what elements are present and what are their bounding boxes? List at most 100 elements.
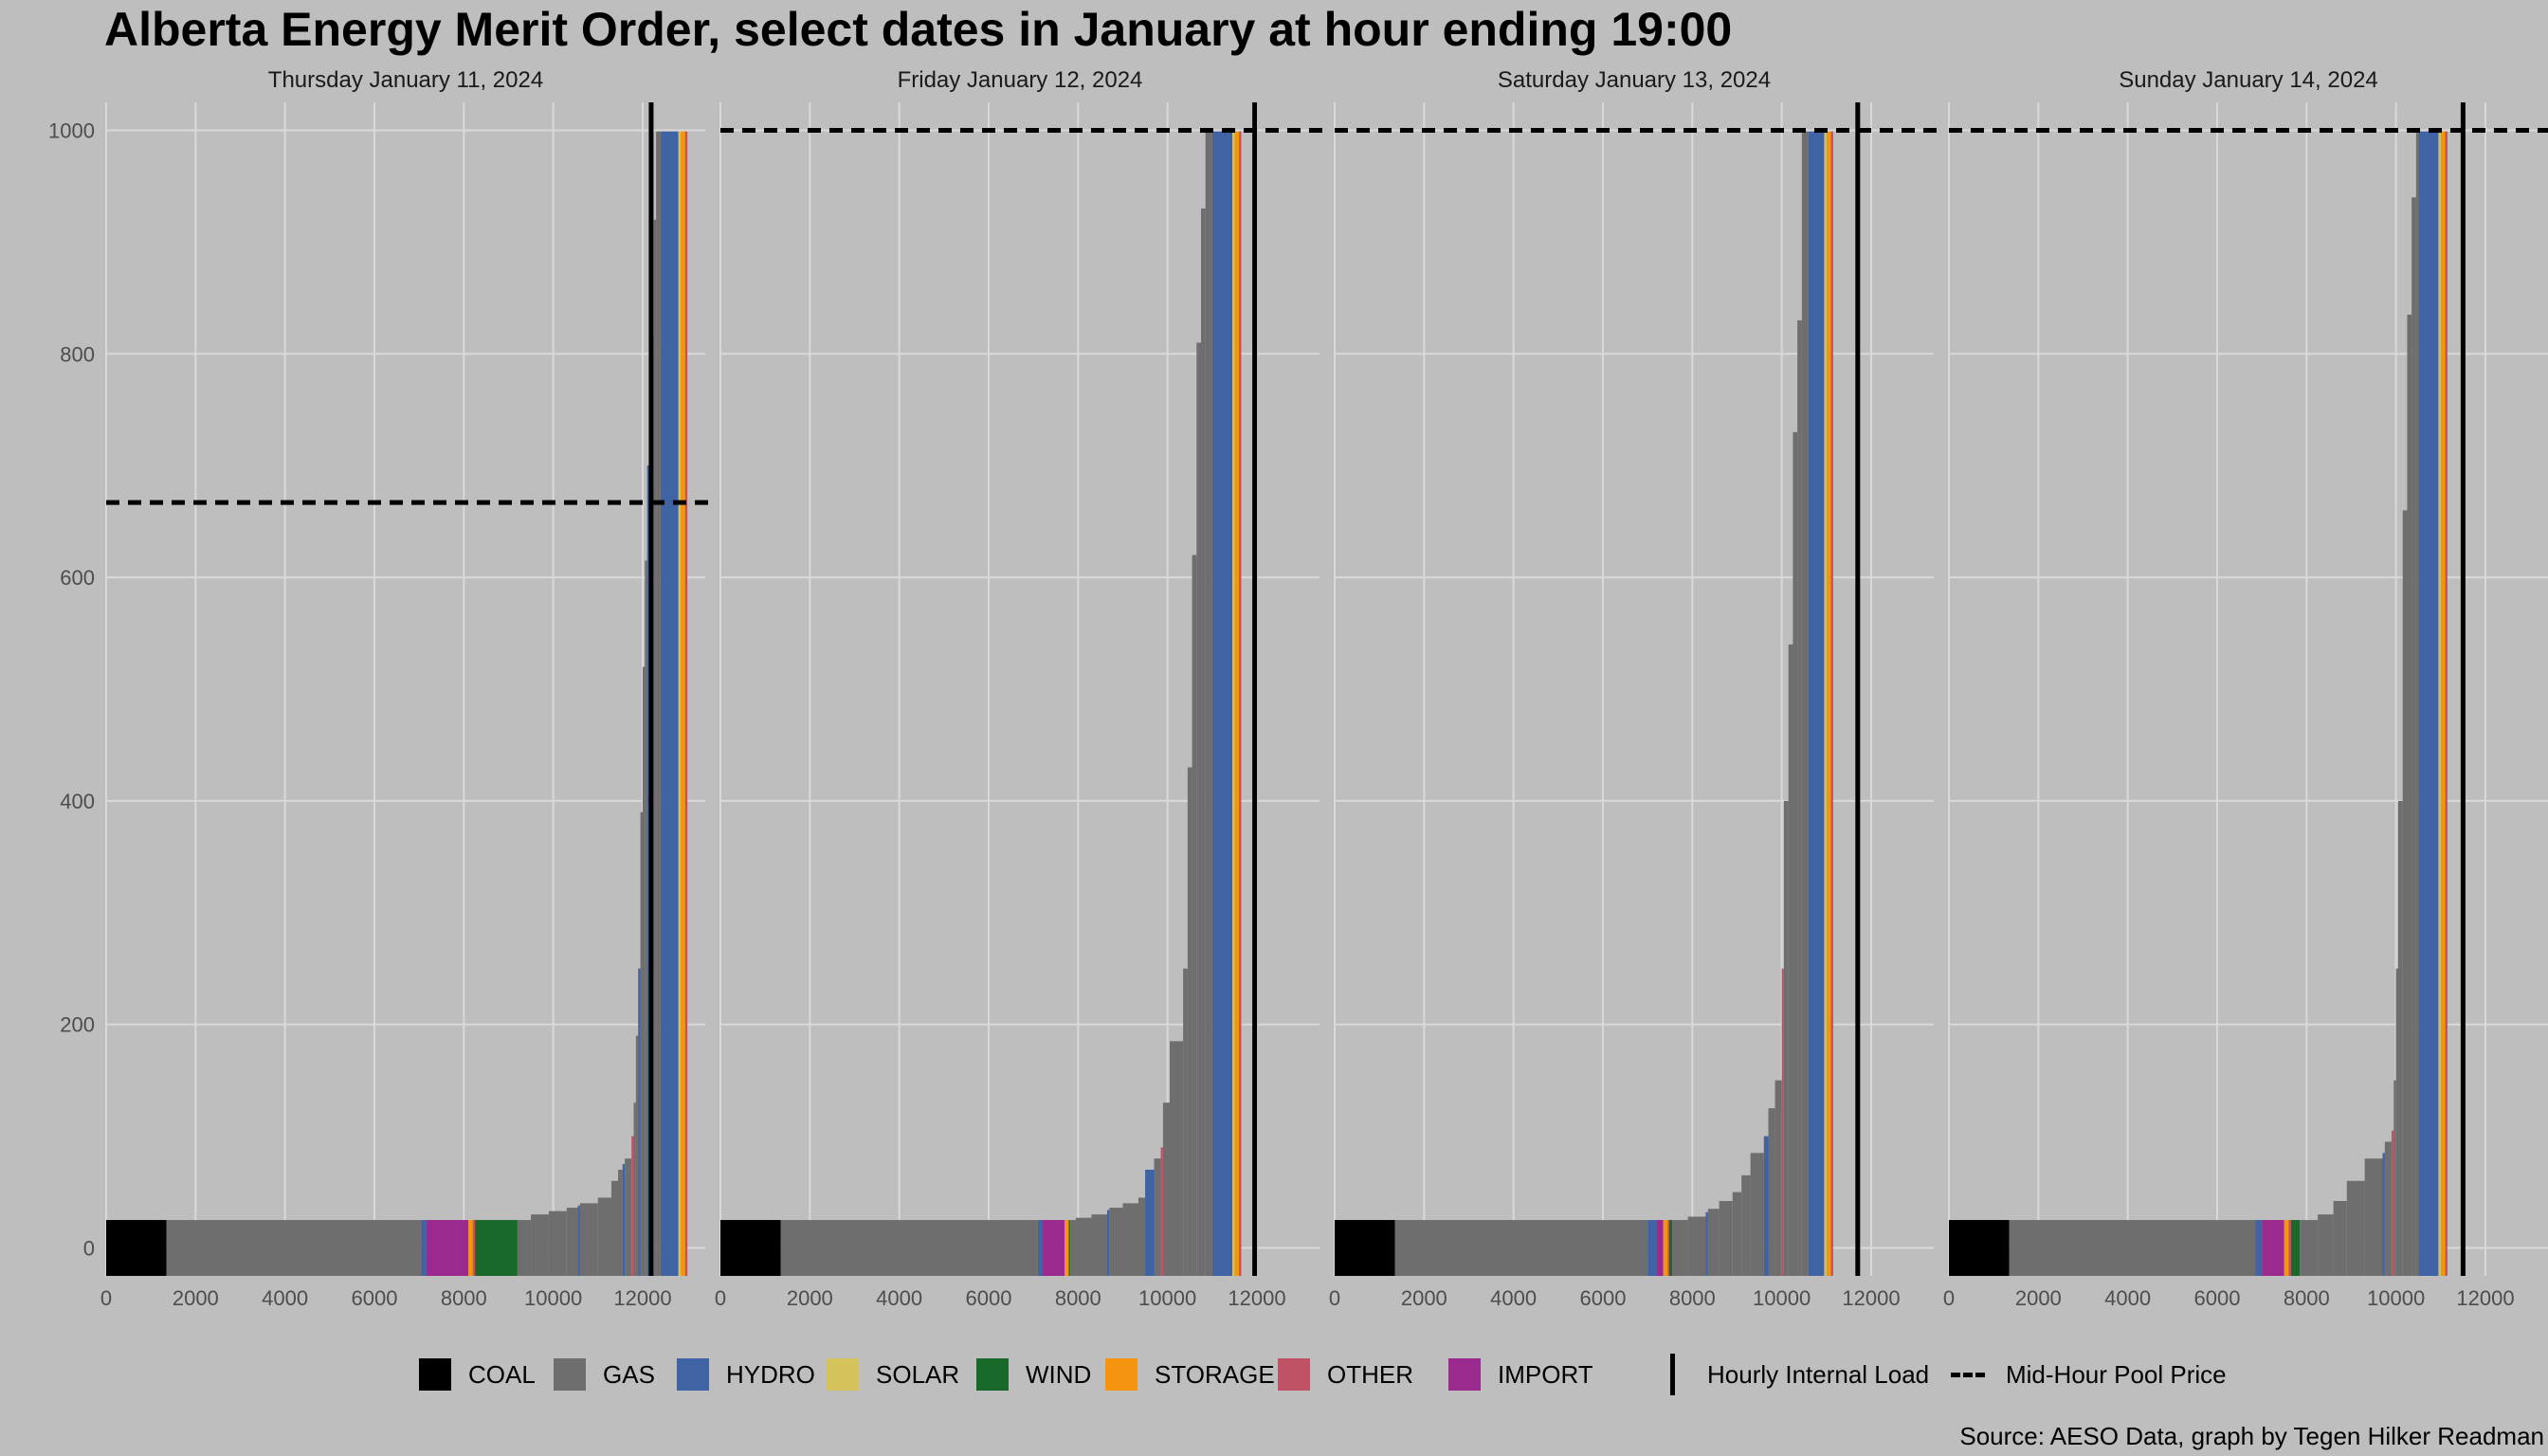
x-tick-label: 8000: [441, 1286, 487, 1310]
merit-step-gas: [1109, 1208, 1123, 1276]
merit-step-gas: [610, 1180, 619, 1276]
legend-label: Mid-Hour Pool Price: [2006, 1359, 2227, 1389]
merit-step-wind: [1668, 1220, 1673, 1276]
legend-item-gas: GAS: [554, 1351, 655, 1398]
y-tick-label: 800: [60, 342, 95, 366]
chart-title: Alberta Energy Merit Order, select dates…: [104, 3, 1733, 56]
legend-label: HYDRO: [726, 1359, 815, 1389]
source-caption: Source: AESO Data, graph by Tegen Hilker…: [1959, 1422, 2544, 1450]
merit-step-other: [2288, 1220, 2291, 1276]
merit-step-import: [2262, 1220, 2284, 1276]
legend-item-wind: WIND: [976, 1351, 1091, 1398]
merit-step-other: [1667, 1220, 1669, 1276]
facet-panel: Sunday January 14, 2024 0 2000 4000 6000 8000…: [1943, 67, 2548, 1310]
merit-step-hydro: [1211, 131, 1233, 1276]
x-tick-label: 2000: [1401, 1286, 1447, 1310]
x-tick-label: 10000: [524, 1286, 582, 1310]
merit-step-other: [684, 131, 688, 1276]
x-tick-label: 0: [1943, 1286, 1955, 1310]
legend: COAL GAS HYDRO SOLAR WIND STORAGE OTHER IMPORT H…: [0, 1351, 2548, 1398]
merit-step-gas: [1091, 1214, 1107, 1276]
merit-step-gas: [645, 560, 647, 1276]
merit-step-hydro: [2255, 1220, 2263, 1276]
merit-step-gas: [1170, 1041, 1184, 1276]
legend-item-price: Mid-Hour Pool Price: [1949, 1351, 2227, 1398]
x-tick-label: 8000: [2284, 1286, 2330, 1310]
merit-step-gas: [1196, 342, 1202, 1276]
x-tick-label: 12000: [2456, 1286, 2514, 1310]
legend-swatch: [827, 1358, 859, 1391]
x-tick-label: 12000: [613, 1286, 671, 1310]
merit-step-coal: [1335, 1220, 1395, 1276]
merit-step-gas: [2402, 510, 2408, 1276]
x-tick-label: 6000: [966, 1286, 1012, 1310]
legend-item-coal: COAL: [419, 1351, 536, 1398]
merit-step-gas: [618, 1169, 623, 1276]
merit-step-solar: [678, 131, 682, 1276]
legend-swatch: [1105, 1358, 1138, 1391]
merit-step-storage: [1663, 1220, 1668, 1276]
merit-step-gas: [2300, 1220, 2319, 1276]
merit-step-coal: [106, 1220, 167, 1276]
merit-step-gas: [1154, 1158, 1161, 1276]
merit-step-gas: [2009, 1220, 2256, 1276]
merit-step-gas: [1707, 1209, 1720, 1276]
merit-step-hydro: [1106, 1210, 1110, 1276]
x-tick-label: 4000: [876, 1286, 922, 1310]
merit-step-gas: [1075, 1217, 1092, 1276]
facet-title: Saturday January 13, 2024: [1498, 67, 1771, 93]
x-tick-label: 10000: [1138, 1286, 1196, 1310]
merit-step-hydro: [622, 1164, 626, 1276]
x-tick-label: 2000: [2015, 1286, 2062, 1310]
merit-step-other: [2445, 131, 2448, 1276]
legend-label: STORAGE: [1155, 1359, 1275, 1389]
facet-panel: Friday January 12, 2024 0 2000 4000 6000 8000…: [715, 67, 1320, 1310]
merit-step-hydro: [577, 1205, 580, 1276]
merit-step-gas: [1672, 1220, 1688, 1276]
merit-step-gas: [2395, 968, 2398, 1276]
merit-step-hydro: [1808, 131, 1825, 1276]
legend-load-key: [1670, 1354, 1675, 1395]
x-tick-label: 8000: [1055, 1286, 1101, 1310]
merit-step-gas: [2384, 1141, 2392, 1276]
merit-step-gas: [2412, 197, 2416, 1277]
merit-step-storage: [1826, 131, 1831, 1276]
legend-swatch: [419, 1358, 451, 1391]
merit-step-storage: [681, 131, 685, 1276]
x-tick-label: 6000: [352, 1286, 398, 1310]
merit-step-coal: [720, 1220, 781, 1276]
merit-step-wind: [1068, 1220, 1070, 1276]
merit-step-import: [426, 1220, 469, 1276]
merit-step-gas: [656, 131, 661, 1276]
merit-step-gas: [653, 219, 657, 1276]
merit-step-gas: [579, 1203, 598, 1276]
facet-title: Sunday January 14, 2024: [2119, 67, 2378, 93]
merit-step-gas: [1687, 1216, 1706, 1276]
merit-step-gas: [1788, 644, 1793, 1276]
merit-step-gas: [2318, 1214, 2334, 1276]
merit-step-other: [1781, 968, 1784, 1276]
x-tick-label: 0: [100, 1286, 112, 1310]
merit-step-gas: [1205, 131, 1212, 1276]
merit-step-other: [1239, 131, 1242, 1276]
merit-step-hydro: [1705, 1211, 1708, 1276]
x-tick-label: 12000: [1842, 1286, 1900, 1310]
facet-panel: Thursday January 11, 2024 0 2000 4000 6000 80…: [100, 67, 705, 1310]
merit-step-gas: [1069, 1220, 1076, 1276]
legend-item-hydro: HYDRO: [677, 1351, 815, 1398]
merit-step-hydro: [2418, 131, 2439, 1276]
merit-step-storage: [2440, 131, 2446, 1276]
legend-item-solar: SOLAR: [827, 1351, 959, 1398]
merit-step-gas: [1768, 1108, 1775, 1276]
legend-label: GAS: [603, 1359, 655, 1389]
merit-step-gas: [1201, 209, 1206, 1276]
merit-step-gas: [1138, 1197, 1146, 1276]
merit-step-gas: [1192, 555, 1197, 1276]
merit-step-gas: [1394, 1220, 1648, 1276]
merit-step-storage: [2284, 1220, 2289, 1276]
legend-item-storage: STORAGE: [1105, 1351, 1275, 1398]
merit-step-solar: [1232, 131, 1235, 1276]
merit-step-gas: [1719, 1201, 1733, 1276]
merit-step-other: [1830, 131, 1833, 1276]
